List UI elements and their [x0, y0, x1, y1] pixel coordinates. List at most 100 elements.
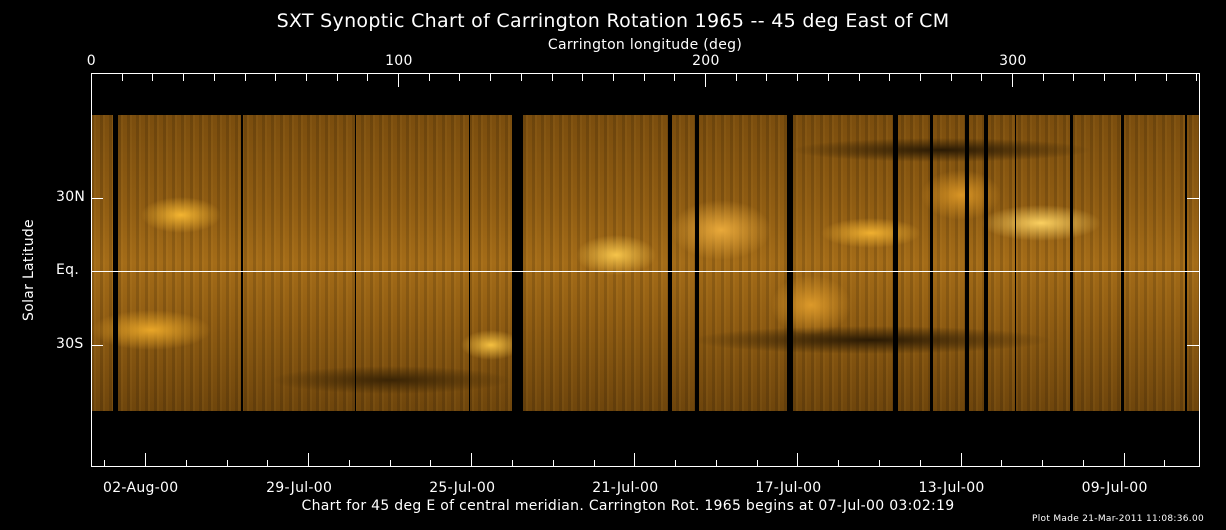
data-gap-column	[984, 115, 988, 411]
x-tick-bottom	[430, 460, 432, 467]
x-tick-top	[1104, 73, 1106, 81]
x-tick-top	[919, 73, 921, 81]
x-tick-bottom	[552, 460, 554, 467]
x-tick-label-bottom: 25-Jul-00	[429, 480, 496, 496]
x-tick-top	[91, 73, 92, 87]
y-tick-label: 30N	[56, 188, 86, 205]
x-tick-bottom	[1123, 453, 1125, 467]
x-tick-label-top: 0	[86, 53, 96, 69]
x-tick-bottom	[389, 460, 391, 467]
x-tick-bottom	[919, 460, 921, 467]
x-tick-bottom	[348, 460, 350, 467]
x-tick-label-bottom: 13-Jul-00	[918, 480, 985, 496]
x-axis-top-label: Carrington longitude (deg)	[547, 37, 743, 53]
x-tick-top	[582, 73, 584, 81]
x-tick-top	[367, 73, 369, 81]
x-tick-bottom	[308, 453, 310, 467]
data-gap-column	[893, 115, 898, 411]
x-tick-bottom	[715, 460, 717, 467]
data-gap-column	[695, 115, 699, 411]
data-gap-column	[469, 115, 470, 411]
x-tick-bottom	[226, 460, 228, 467]
plot-made-stamp: Plot Made 21-Mar-2011 11:08:36.00	[1032, 514, 1204, 524]
x-tick-top	[244, 73, 246, 81]
x-tick-top	[674, 73, 676, 81]
x-tick-bottom	[960, 453, 962, 467]
x-tick-label-bottom: 29-Jul-00	[266, 480, 333, 496]
x-tick-top	[797, 73, 799, 81]
x-tick-bottom	[675, 460, 677, 467]
x-tick-bottom	[511, 460, 513, 467]
x-tick-bottom	[634, 453, 636, 467]
x-tick-bottom	[838, 460, 840, 467]
x-tick-top	[766, 73, 768, 81]
x-tick-top	[490, 73, 492, 81]
data-gap-column	[1015, 115, 1016, 411]
x-tick-bottom	[797, 453, 799, 467]
x-tick-top	[889, 73, 891, 81]
x-tick-top	[735, 73, 737, 81]
x-tick-bottom	[878, 460, 880, 467]
x-tick-top	[305, 73, 307, 81]
x-tick-top	[1012, 73, 1013, 87]
x-tick-top	[1073, 73, 1075, 81]
x-tick-label-top: 300	[999, 53, 1027, 69]
equator-line	[91, 271, 1200, 272]
x-tick-label-bottom: 17-Jul-00	[755, 480, 822, 496]
x-tick-top	[1196, 73, 1198, 81]
chart-footer: Chart for 45 deg E of central meridian. …	[301, 498, 955, 514]
x-tick-top	[520, 73, 522, 81]
x-tick-top	[827, 73, 829, 81]
x-tick-bottom	[1164, 460, 1166, 467]
data-gap-column	[1185, 115, 1187, 411]
y-axis-label: Solar Latitude	[20, 219, 37, 321]
x-tick-top	[152, 73, 154, 81]
x-tick-bottom	[185, 460, 187, 467]
data-gap-column	[512, 115, 523, 411]
y-tick-label: 30S	[56, 335, 84, 352]
x-tick-top	[612, 73, 614, 81]
data-gap-column	[787, 115, 793, 411]
synoptic-map-image	[91, 115, 1199, 411]
x-tick-label-top: 100	[385, 53, 413, 69]
data-gap-column	[930, 115, 933, 411]
x-tick-label-top: 200	[692, 53, 720, 69]
y-tick-right	[1187, 197, 1199, 199]
x-tick-top	[213, 73, 215, 81]
data-gap-column	[965, 115, 969, 411]
data-gap-column	[1070, 115, 1073, 411]
x-tick-top	[858, 73, 860, 81]
y-tick-right	[1187, 271, 1199, 272]
x-tick-top	[950, 73, 952, 81]
data-gap-column	[241, 115, 243, 411]
y-tick-label: Eq.	[56, 262, 80, 278]
x-tick-label-bottom: 02-Aug-00	[103, 480, 179, 496]
data-gap-column	[1121, 115, 1124, 411]
x-tick-bottom	[1001, 460, 1003, 467]
x-tick-top	[1042, 73, 1044, 81]
chart-title: SXT Synoptic Chart of Carrington Rotatio…	[276, 10, 950, 32]
x-tick-bottom	[1042, 460, 1044, 467]
x-tick-top	[275, 73, 277, 81]
x-tick-label-bottom: 09-Jul-00	[1081, 480, 1148, 496]
x-tick-bottom	[471, 453, 473, 467]
x-tick-top	[121, 73, 123, 81]
y-tick-left	[91, 271, 103, 272]
y-tick-left	[91, 197, 103, 199]
x-tick-bottom	[267, 460, 269, 467]
x-tick-bottom	[104, 460, 106, 467]
plot-frame	[91, 73, 1200, 467]
x-tick-label-bottom: 21-Jul-00	[592, 480, 659, 496]
x-tick-top	[1134, 73, 1136, 81]
x-tick-top	[336, 73, 338, 81]
x-tick-bottom	[756, 460, 758, 467]
x-tick-top	[705, 73, 706, 87]
x-tick-top	[398, 73, 399, 87]
y-tick-left	[91, 344, 103, 346]
x-tick-bottom	[593, 460, 595, 467]
x-tick-top	[643, 73, 645, 81]
y-tick-right	[1187, 344, 1199, 346]
x-tick-bottom	[145, 453, 146, 467]
data-gap-column	[355, 115, 356, 411]
x-tick-top	[551, 73, 553, 81]
